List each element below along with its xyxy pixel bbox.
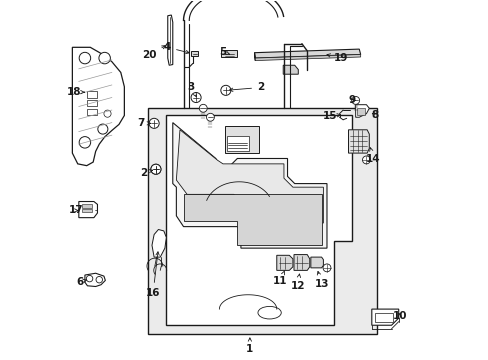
Circle shape — [79, 52, 90, 64]
Text: 3: 3 — [187, 82, 196, 97]
Circle shape — [99, 52, 110, 64]
Text: 12: 12 — [290, 274, 304, 291]
Polygon shape — [310, 257, 323, 268]
Circle shape — [221, 85, 230, 95]
Bar — [374, 314, 392, 322]
Bar — [86, 109, 97, 116]
Circle shape — [191, 93, 201, 103]
Text: 15: 15 — [322, 111, 340, 121]
Text: 2: 2 — [229, 82, 264, 93]
Circle shape — [149, 118, 159, 129]
Bar — [147, 108, 376, 334]
Polygon shape — [221, 50, 237, 57]
Text: 2: 2 — [140, 168, 152, 178]
Bar — [224, 126, 258, 153]
Text: 19: 19 — [326, 53, 348, 63]
Text: 4: 4 — [163, 42, 189, 54]
Polygon shape — [85, 273, 105, 287]
Text: 17: 17 — [68, 206, 83, 216]
Circle shape — [151, 164, 161, 174]
Circle shape — [151, 164, 161, 174]
Polygon shape — [167, 15, 172, 65]
Ellipse shape — [258, 306, 281, 319]
Text: 20: 20 — [142, 46, 165, 60]
Polygon shape — [355, 105, 368, 117]
Text: 7: 7 — [137, 118, 150, 128]
Text: 16: 16 — [145, 252, 160, 298]
Circle shape — [362, 156, 369, 164]
Circle shape — [104, 110, 111, 117]
Polygon shape — [348, 130, 368, 153]
Polygon shape — [371, 309, 398, 325]
Bar — [86, 91, 97, 98]
Bar — [227, 135, 248, 150]
Text: 6: 6 — [76, 277, 86, 287]
Text: 11: 11 — [273, 271, 287, 286]
Polygon shape — [276, 255, 292, 270]
Bar — [357, 108, 365, 116]
Circle shape — [351, 96, 359, 104]
Circle shape — [98, 124, 108, 134]
Text: 18: 18 — [67, 87, 84, 97]
Bar — [81, 209, 92, 212]
Polygon shape — [283, 65, 298, 74]
Polygon shape — [254, 49, 360, 58]
Circle shape — [323, 264, 330, 272]
Text: 9: 9 — [348, 95, 355, 105]
Text: 13: 13 — [314, 271, 328, 289]
Text: 8: 8 — [371, 111, 378, 121]
Polygon shape — [255, 54, 360, 60]
Text: 5: 5 — [219, 46, 229, 57]
Polygon shape — [293, 255, 309, 270]
Circle shape — [199, 104, 207, 112]
Polygon shape — [176, 130, 323, 223]
Polygon shape — [72, 47, 124, 166]
Text: 14: 14 — [366, 148, 380, 164]
Bar — [86, 100, 97, 107]
Polygon shape — [165, 116, 351, 325]
Polygon shape — [254, 53, 255, 60]
Polygon shape — [79, 202, 97, 218]
Bar — [81, 204, 92, 208]
Polygon shape — [152, 229, 166, 257]
Circle shape — [206, 113, 214, 121]
Circle shape — [79, 136, 90, 148]
Text: 1: 1 — [246, 343, 253, 354]
Polygon shape — [191, 51, 198, 56]
Polygon shape — [183, 194, 321, 244]
Text: 10: 10 — [392, 311, 406, 321]
Circle shape — [96, 276, 102, 283]
Polygon shape — [172, 123, 326, 248]
Circle shape — [86, 275, 93, 282]
